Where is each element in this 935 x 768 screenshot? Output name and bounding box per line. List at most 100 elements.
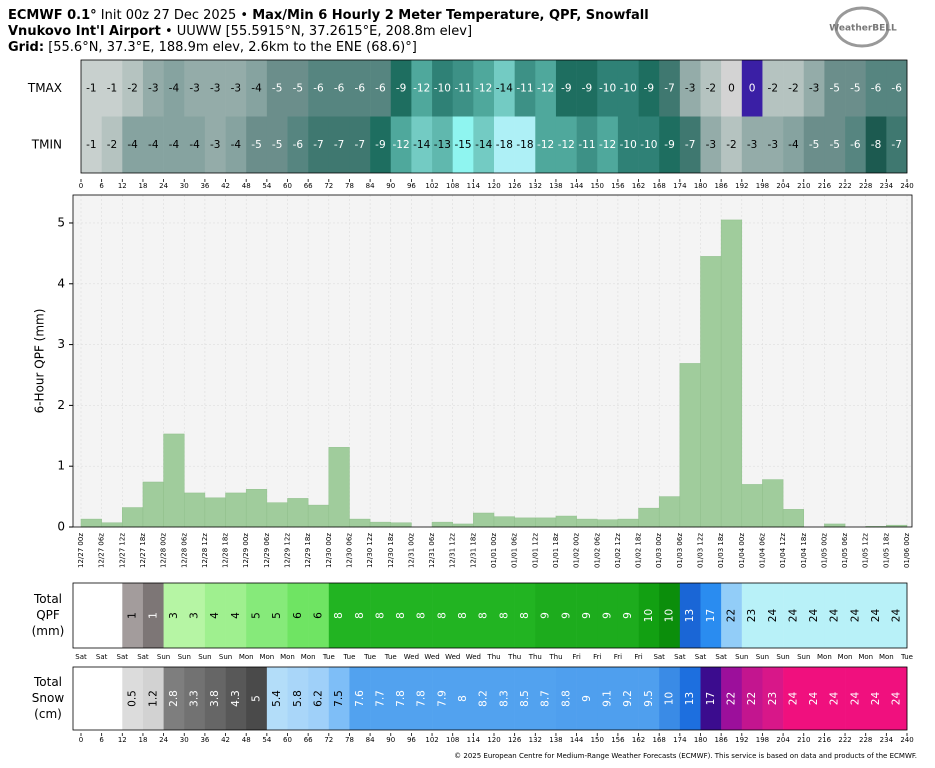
temp-label: -6 [334,82,345,94]
strip-cell [865,583,887,648]
bar [555,515,577,528]
x-tick-label: 114 [467,736,481,744]
x-tick-label: Sun [198,653,211,661]
x-tick-label: 156 [611,736,625,744]
x-tick-label: 186 [714,736,728,744]
strip-cell [824,667,846,730]
strip-cell [370,583,392,648]
temp-cell [494,116,515,173]
x-tick-label: 12/31 00z [407,533,415,568]
strip-label: 22 [725,692,737,705]
temp-label: -4 [189,139,200,151]
temp-label: -10 [640,139,657,151]
strip-cell [617,583,639,648]
strip-cell [81,583,102,648]
x-tick-label: 12/28 00z [160,533,168,568]
x-tick-label: 0 [79,736,83,744]
bar [245,489,268,528]
temp-cell [204,116,226,173]
strip-cell [514,583,536,648]
x-tick-label: 192 [735,736,748,744]
x-tick-label: 120 [487,182,500,190]
strip-cell [101,583,123,648]
strip-label: 4 [209,612,221,619]
strip-label: 7.5 [333,690,345,707]
temp-label: -12 [413,82,430,94]
strip-label: 3 [189,612,201,619]
temp-label: -4 [169,139,180,151]
temp-cell [349,60,371,117]
temp-label: -5 [829,82,839,94]
temp-cell [81,60,102,117]
x-tick-label: 12/29 18z [304,533,312,568]
temp-label: -4 [127,139,138,151]
x-tick-label: 01/03 18z [717,533,725,568]
temp-label: -5 [850,82,860,94]
x-tick-label: Thu [486,653,500,661]
x-tick-label: Fri [634,653,642,661]
x-tick-label: 162 [632,182,645,190]
strip-cell [184,667,206,730]
x-tick-label: 01/04 12z [779,533,787,568]
temp-cell [473,60,495,117]
temp-label: -5 [251,139,261,151]
strip-label: 4.3 [230,690,242,707]
temp-cell [514,116,536,173]
x-tick-label: 126 [508,736,522,744]
strip-cell [225,667,247,730]
bar [658,496,681,528]
x-tick-label: 132 [529,182,542,190]
strip-cell [163,583,185,648]
x-tick-label: 66 [304,736,313,744]
x-tick-label: Sat [117,653,129,661]
x-tick-label: 42 [221,736,230,744]
strip-label: 7.9 [436,690,448,707]
strip-label: 1 [127,612,139,619]
temp-label: 0 [728,82,735,94]
temp-label: -11 [516,82,533,94]
x-tick-label: 108 [446,736,459,744]
temp-label: -5 [293,82,303,94]
temp-label: -11 [578,139,595,151]
temp-label: -6 [313,82,324,94]
temp-label: -10 [434,82,451,94]
strip-label: 24 [808,692,820,706]
temp-cell [308,116,330,173]
x-tick-label: 168 [653,182,666,190]
temp-cell [308,60,330,117]
strip-cell [783,583,805,648]
y-tick-label: 0 [57,520,65,534]
bar [514,517,536,528]
strip-label: 24 [808,609,820,623]
x-tick-label: 01/01 12z [531,533,539,568]
x-tick-label: 162 [632,736,645,744]
temp-label: -9 [664,139,674,151]
x-tick-label: 12/31 18z [469,533,477,568]
bar [369,521,392,528]
strip-cell [555,667,577,730]
temp-cell [101,116,123,173]
x-tick-label: Sat [653,653,665,661]
x-tick-label: 12/28 06z [180,533,188,568]
temp-cell [266,60,288,117]
temp-cell [142,116,164,173]
temp-label: -2 [768,82,778,94]
strip-label: 8 [354,612,366,619]
x-tick-label: 48 [242,182,251,190]
x-tick-label: 01/01 06z [511,533,519,568]
temp-label: -9 [375,139,385,151]
temp-cell [741,60,763,117]
strip-cell [432,667,453,730]
strip-cell [328,667,350,730]
temp-cell [452,116,474,173]
strip-label: 9.1 [602,690,614,707]
model: ECMWF 0.1° [8,8,97,23]
strip-cell [679,667,701,730]
strip-label: 17 [705,609,717,622]
x-tick-label: 60 [283,736,292,744]
strip-cell [452,667,474,730]
strip-cell [535,667,557,730]
strip-cell [803,667,825,730]
strip-cell [617,667,639,730]
x-tick-label: Sun [776,653,789,661]
